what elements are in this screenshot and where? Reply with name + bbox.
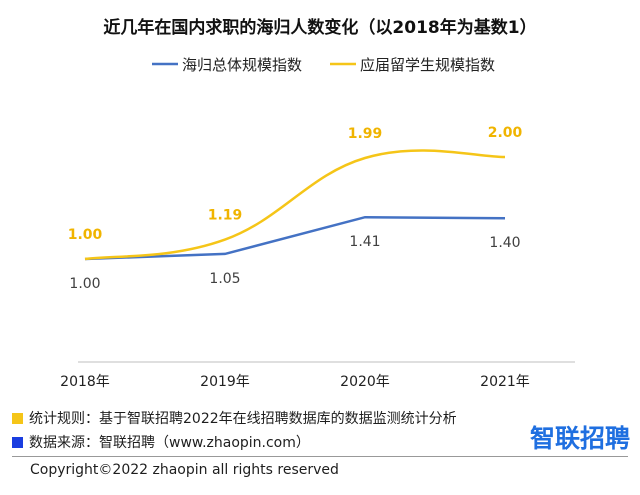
copyright-text: Copyright©2022 zhaopin all rights reserv… <box>30 462 339 478</box>
x-tick-label: 2019年 <box>200 374 250 390</box>
line-chart: 近几年在国内求职的海归人数变化（以2018年为基数1） 海归总体规模指数 应届留学… <box>60 17 575 390</box>
x-axis-ticks: 2018年 2019年 2020年 2021年 <box>60 374 530 390</box>
data-label-overall: 1.05 <box>209 271 240 287</box>
data-labels: 1.00 1.05 1.41 1.40 1.00 1.19 1.99 2.00 <box>68 125 523 292</box>
data-source-text: 数据来源：智联招聘（www.zhaopin.com） <box>29 435 310 451</box>
brand-logo: 智联招聘 <box>529 424 630 453</box>
stat-rule-note: 统计规则：基于智联招聘2022年在线招聘数据库的数据监测统计分析 <box>12 408 457 428</box>
data-label-overall: 1.41 <box>349 234 380 250</box>
series-line-overall <box>84 215 506 261</box>
series-group <box>84 149 506 261</box>
legend-label-2: 应届留学生规模指数 <box>360 56 495 74</box>
data-label-graduates: 1.00 <box>68 227 103 243</box>
legend-label-1: 海归总体规模指数 <box>182 56 302 74</box>
blue-square-icon <box>12 436 23 448</box>
data-label-graduates: 1.99 <box>348 126 383 142</box>
x-tick-label: 2021年 <box>480 374 530 390</box>
x-tick-label: 2020年 <box>340 374 390 390</box>
x-tick-label: 2018年 <box>60 374 110 390</box>
chart-legend: 海归总体规模指数 应届留学生规模指数 <box>152 56 495 74</box>
series-line-graduates <box>84 149 506 261</box>
data-label-overall: 1.40 <box>489 235 520 251</box>
footer-divider <box>12 456 628 457</box>
data-label-overall: 1.00 <box>69 276 100 292</box>
yellow-square-icon <box>12 412 23 424</box>
stat-rule-text: 统计规则：基于智联招聘2022年在线招聘数据库的数据监测统计分析 <box>29 411 457 427</box>
data-label-graduates: 2.00 <box>488 125 523 141</box>
data-source-note: 数据来源：智联招聘（www.zhaopin.com） <box>12 432 310 452</box>
data-label-graduates: 1.19 <box>208 208 243 224</box>
chart-title: 近几年在国内求职的海归人数变化（以2018年为基数1） <box>103 17 536 38</box>
